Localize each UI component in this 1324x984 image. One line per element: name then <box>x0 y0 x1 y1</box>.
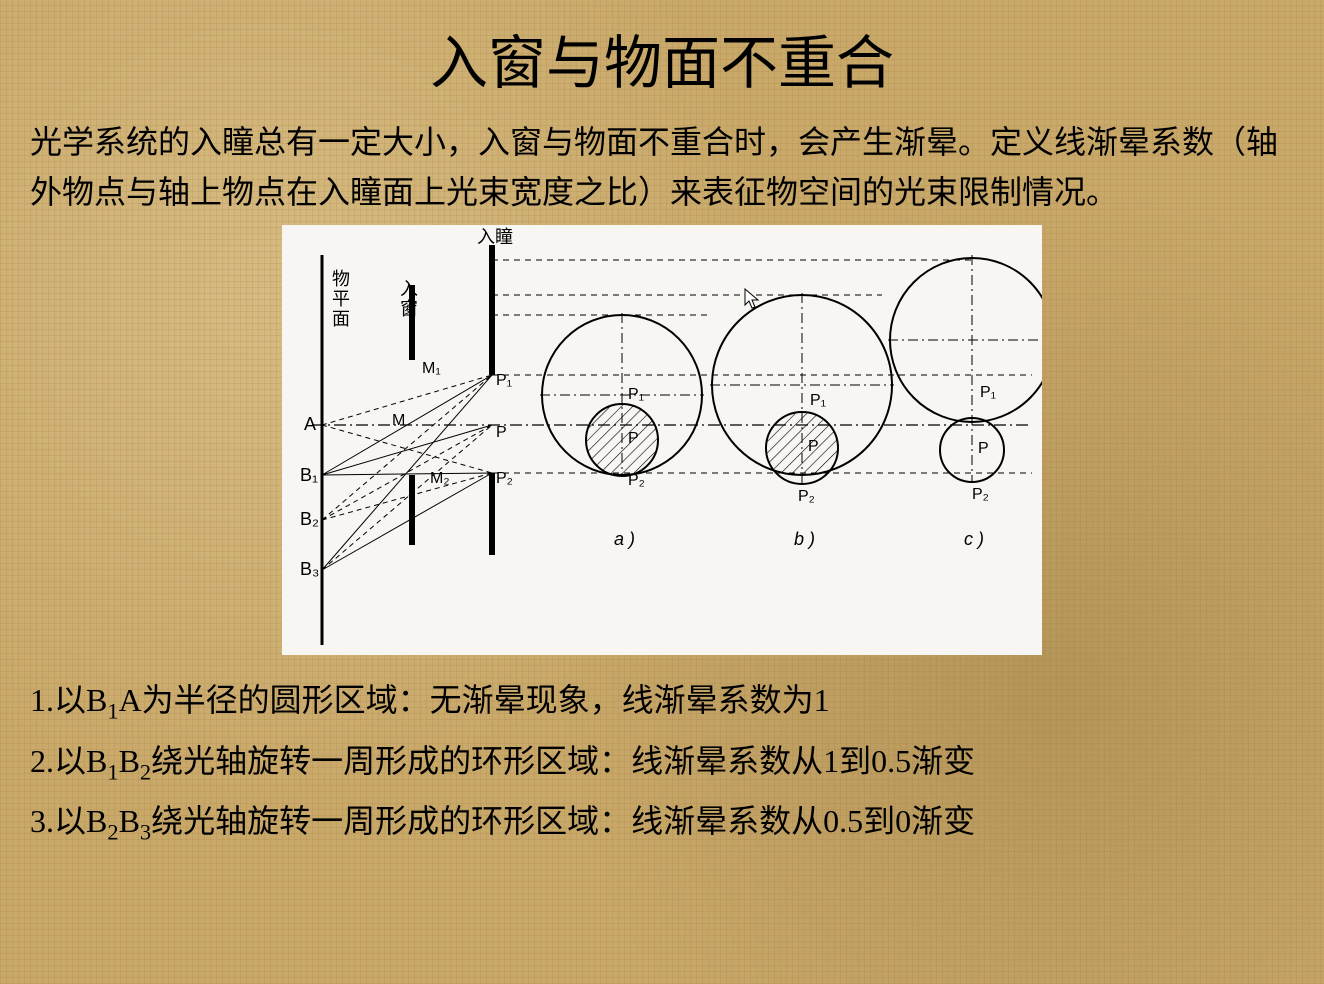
list-item-1-text: 1.以B <box>30 682 107 718</box>
svg-text:P₁: P₁ <box>810 392 826 409</box>
label-entrance-pupil: 入瞳 <box>477 227 513 247</box>
svg-text:M: M <box>392 412 405 429</box>
list-item-1: 1.以B1A为半径的圆形区域：无渐晕现象，线渐晕系数为1 <box>30 674 1294 730</box>
svg-text:A: A <box>304 414 316 434</box>
svg-text:面: 面 <box>332 309 350 329</box>
svg-text:b ): b ) <box>794 529 815 549</box>
svg-text:M₁: M₁ <box>422 360 441 377</box>
slide: 入窗与物面不重合 光学系统的入瞳总有一定大小，入窗与物面不重合时，会产生渐晕。定… <box>0 0 1324 984</box>
label-object-plane: 物 <box>332 269 350 289</box>
list-item-2: 2.以B1B2绕光轴旋转一周形成的环形区域：线渐晕系数从1到0.5渐变 <box>30 735 1294 791</box>
svg-text:M₂: M₂ <box>430 470 450 487</box>
svg-text:P₂: P₂ <box>972 486 989 503</box>
svg-text:P₁: P₁ <box>980 384 996 401</box>
list-item-3: 3.以B2B3绕光轴旋转一周形成的环形区域：线渐晕系数从0.5到0渐变 <box>30 795 1294 851</box>
svg-text:c ): c ) <box>964 529 984 549</box>
svg-text:P₂: P₂ <box>798 488 815 505</box>
svg-text:P: P <box>808 438 819 455</box>
svg-text:P₂: P₂ <box>496 470 513 487</box>
svg-text:P: P <box>978 440 989 457</box>
svg-text:P₁: P₁ <box>628 386 644 403</box>
svg-text:平: 平 <box>332 289 350 309</box>
svg-text:P₁: P₁ <box>496 372 512 389</box>
notes-list: 1.以B1A为半径的圆形区域：无渐晕现象，线渐晕系数为1 2.以B1B2绕光轴旋… <box>30 674 1294 851</box>
svg-text:a ): a ) <box>614 529 635 549</box>
diagram-container: P₁ P P₂ a ) P₁ P P₂ b ) <box>30 225 1294 660</box>
svg-text:B₃: B₃ <box>300 559 319 579</box>
svg-text:P: P <box>628 430 639 447</box>
label-entrance-window: 入 <box>400 279 418 299</box>
svg-text:窗: 窗 <box>400 299 418 319</box>
svg-text:B₁: B₁ <box>300 465 318 485</box>
intro-paragraph: 光学系统的入瞳总有一定大小，入窗与物面不重合时，会产生渐晕。定义线渐晕系数（轴外… <box>30 118 1294 217</box>
optical-diagram: P₁ P P₂ a ) P₁ P P₂ b ) <box>282 225 1042 655</box>
slide-title: 入窗与物面不重合 <box>30 16 1294 100</box>
svg-text:P: P <box>496 424 507 441</box>
svg-text:P₂: P₂ <box>628 472 645 489</box>
svg-text:B₂: B₂ <box>300 509 319 529</box>
